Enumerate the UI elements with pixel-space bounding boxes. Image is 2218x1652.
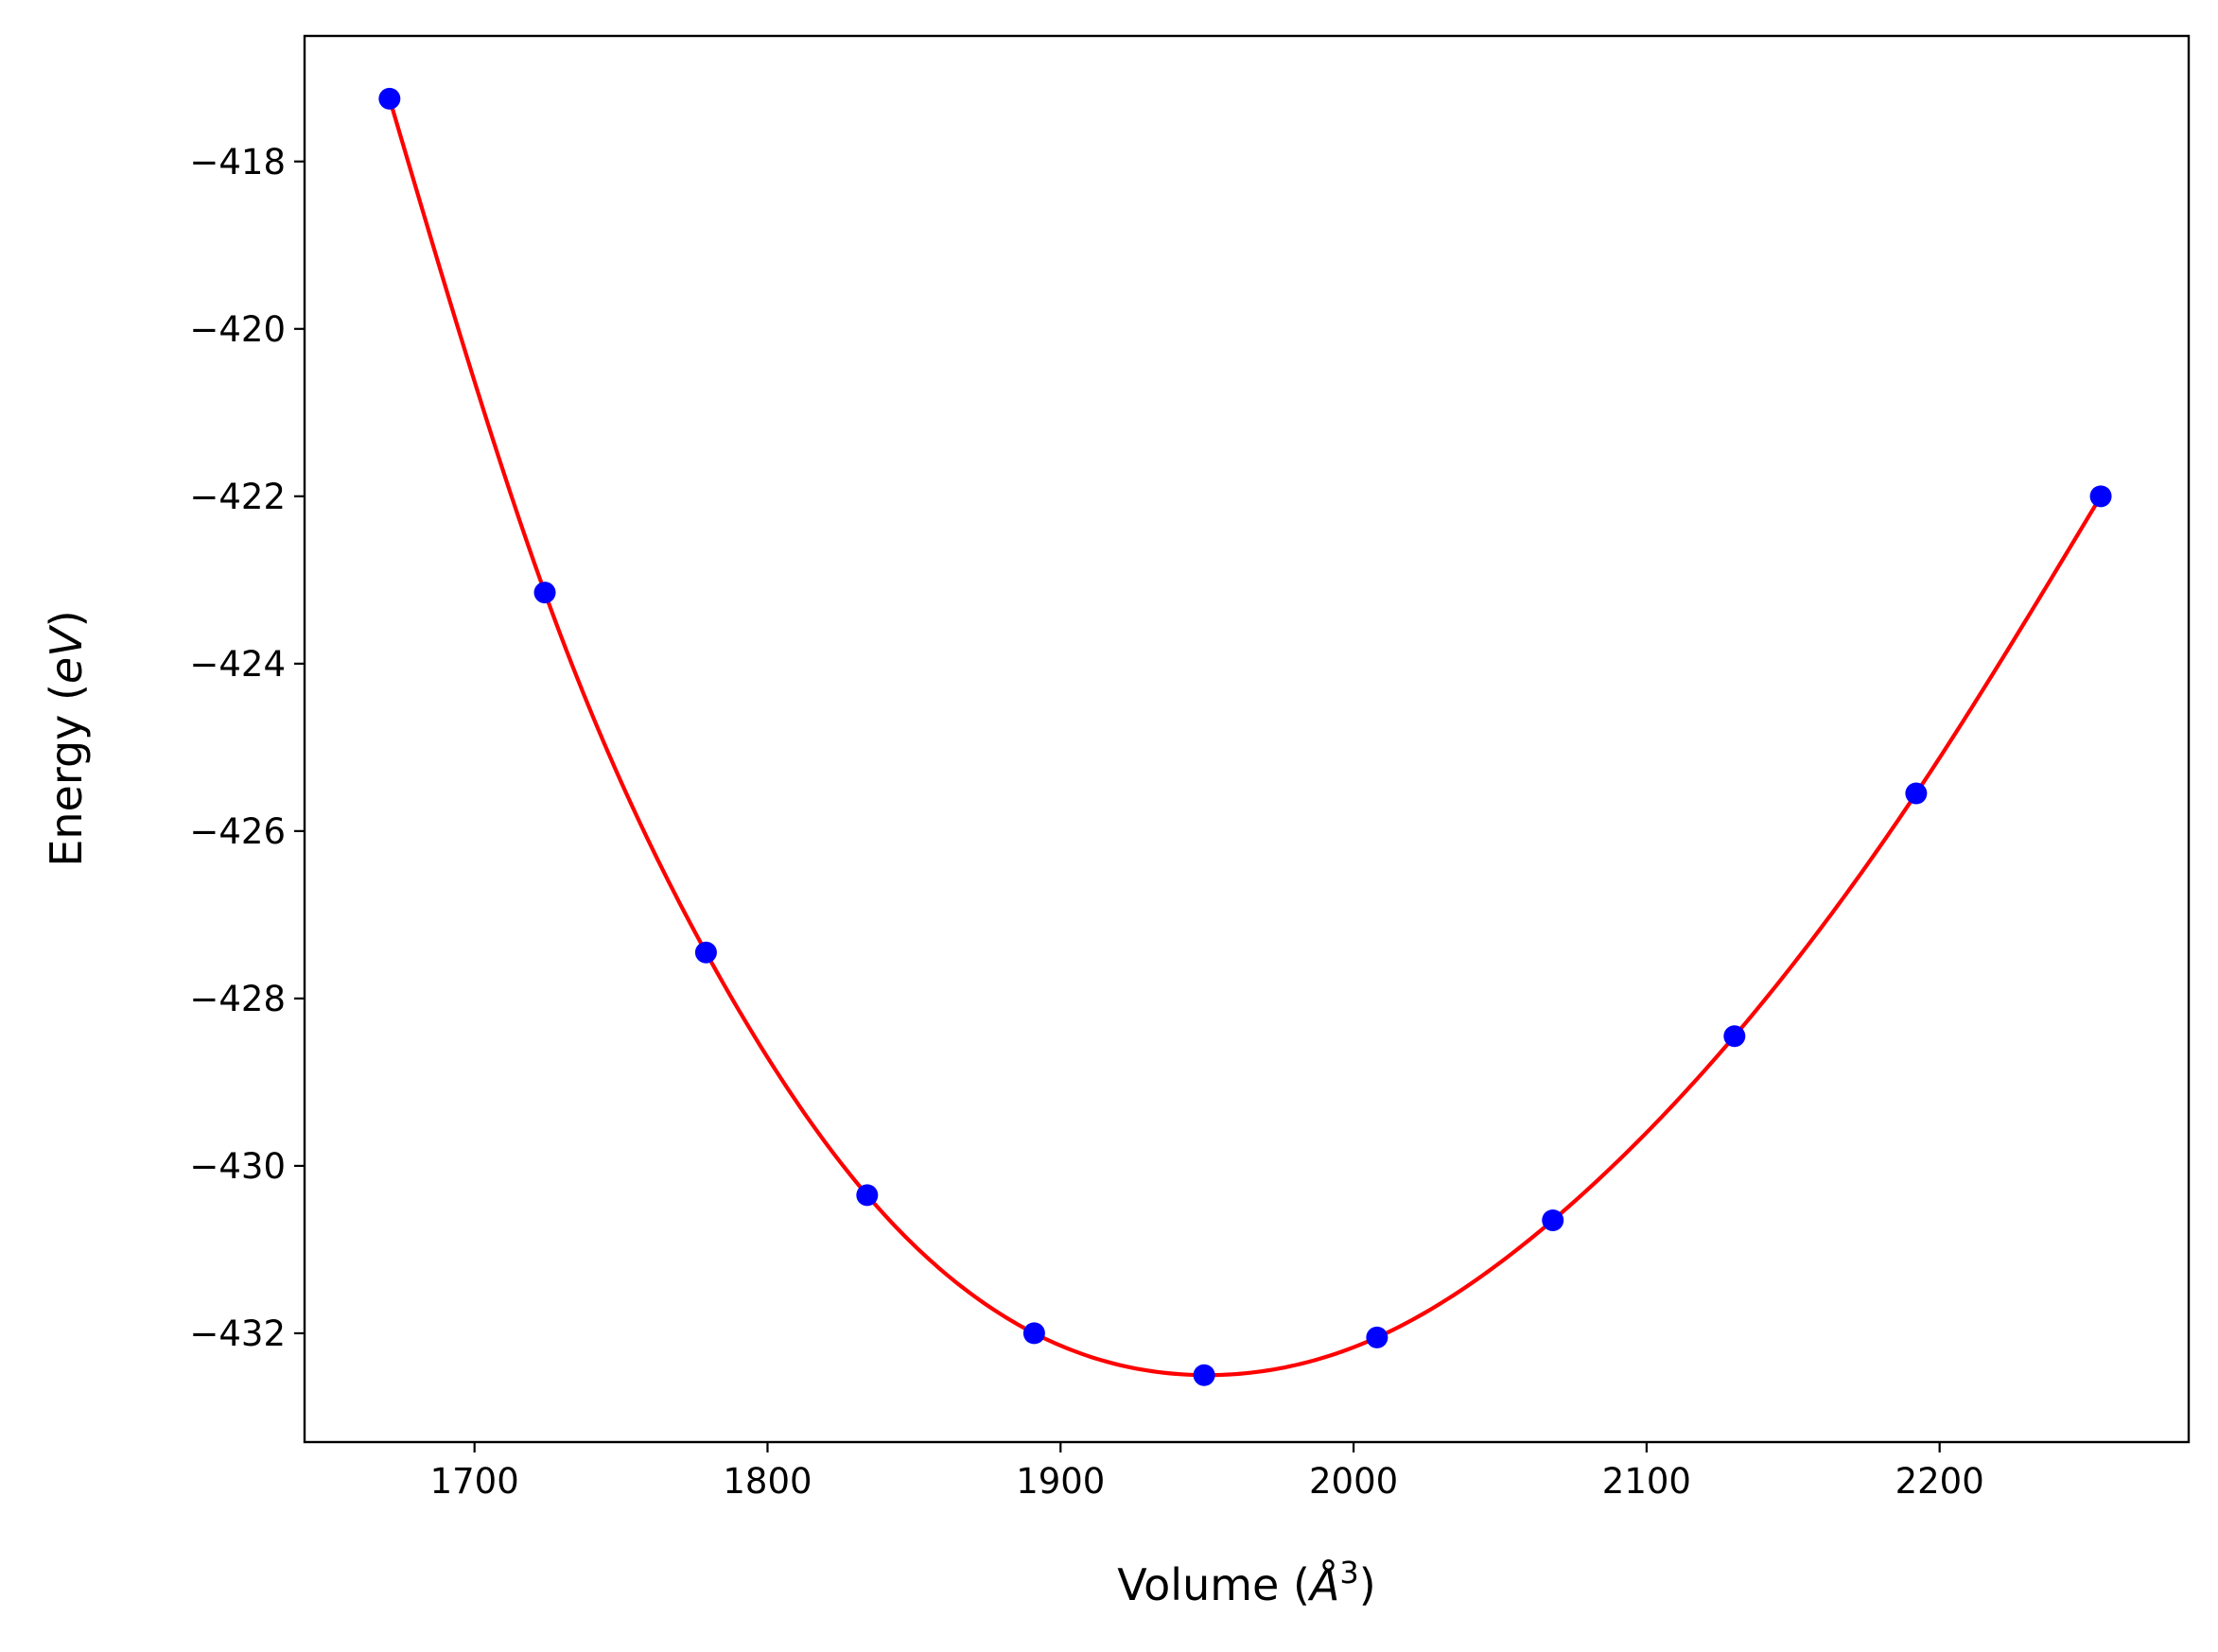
plot-area: [305, 36, 2189, 1442]
y-axis-label: Energy (eV): [41, 610, 92, 866]
x-tick-label: 2200: [1895, 1461, 1984, 1502]
data-point: [2089, 485, 2112, 508]
data-point: [1022, 1322, 1045, 1345]
data-points-layer: [378, 87, 2112, 1386]
plot-frame: [303, 34, 2191, 1444]
y-tick-label: −422: [189, 477, 286, 517]
x-tick-label: 2100: [1602, 1461, 1691, 1502]
x-axis-label: Volume (Å3): [1117, 1555, 1375, 1610]
y-axis-label-text: Energy: [41, 715, 92, 867]
y-tick-label: −418: [189, 142, 286, 183]
data-point: [533, 582, 556, 604]
y-tick-label: −424: [189, 644, 286, 685]
y-tick-label: −426: [189, 811, 286, 852]
data-point: [1542, 1209, 1564, 1231]
y-axis-ticks: −418 −420 −422 −424 −426 −428 −430 −432: [189, 142, 305, 1354]
x-tick-label: 1800: [723, 1461, 812, 1502]
data-point: [1366, 1326, 1388, 1348]
data-point: [856, 1184, 879, 1207]
data-point: [1905, 782, 1928, 805]
y-tick-label: −430: [189, 1146, 286, 1187]
x-axis-unit-exponent: 3: [1339, 1555, 1358, 1591]
x-axis-ticks: 1700 1800 1900 2000 2100 2200: [430, 1442, 1984, 1502]
x-tick-label: 2000: [1309, 1461, 1398, 1502]
y-tick-label: −428: [189, 979, 286, 1019]
x-tick-label: 1900: [1016, 1461, 1105, 1502]
data-point: [694, 941, 717, 964]
x-axis-label-text: Volume: [1117, 1559, 1279, 1610]
data-point: [1193, 1364, 1215, 1386]
y-axis-unit: eV: [41, 624, 92, 684]
data-point: [1723, 1025, 1746, 1048]
y-tick-label: −432: [189, 1313, 286, 1354]
x-tick-label: 1700: [430, 1461, 519, 1502]
x-axis-unit: Å: [1307, 1559, 1339, 1610]
data-point: [378, 87, 401, 110]
y-tick-label: −420: [189, 309, 286, 350]
